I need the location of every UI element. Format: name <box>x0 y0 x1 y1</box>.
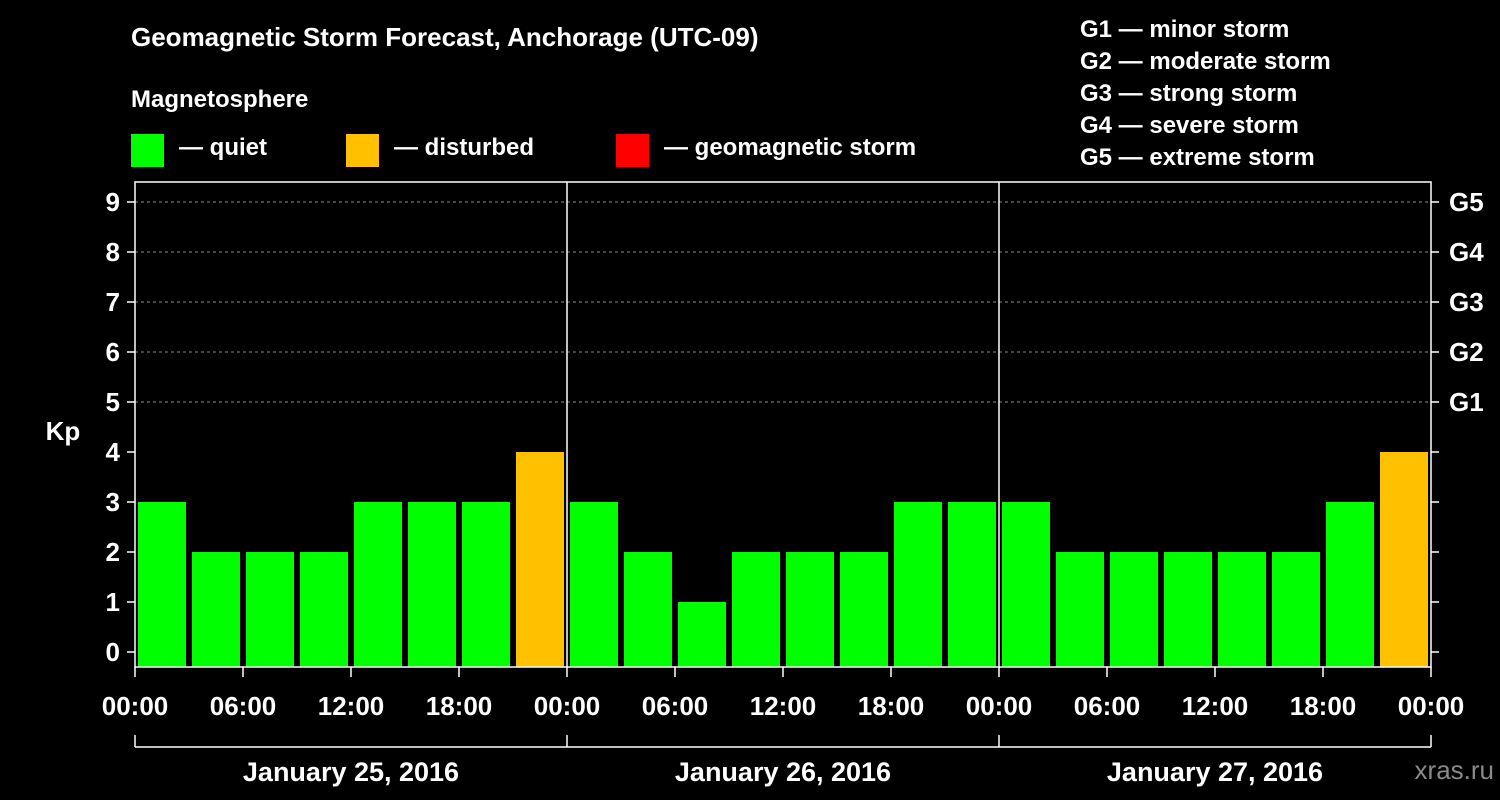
day-label: January 26, 2016 <box>675 757 891 787</box>
storm-scale-g1: G1 — minor storm <box>1080 16 1290 43</box>
kp-bar <box>1056 552 1104 667</box>
y-tick-label: 5 <box>106 387 120 417</box>
y-tick-label: 4 <box>106 437 121 467</box>
kp-bar <box>1380 452 1428 667</box>
kp-bar <box>1272 552 1320 667</box>
legend-quiet-swatch <box>131 134 164 167</box>
x-tick-label: 12:00 <box>1182 691 1249 721</box>
y-tick-label: 2 <box>106 537 120 567</box>
y-tick-label: 8 <box>106 237 120 267</box>
legend-disturbed-label: — disturbed <box>394 134 535 161</box>
kp-bar <box>462 502 510 667</box>
kp-bar <box>1164 552 1212 667</box>
storm-scale-g3: G3 — strong storm <box>1080 80 1298 107</box>
watermark: xras.ru <box>1414 755 1494 785</box>
y-tick-label: 0 <box>106 637 120 667</box>
chart-subtitle: Magnetosphere <box>131 86 309 113</box>
y-tick-label: 9 <box>106 187 120 217</box>
y-axis-label: Kp <box>46 416 81 446</box>
x-tick-label: 00:00 <box>102 691 169 721</box>
g-scale-label: G5 <box>1449 187 1484 217</box>
kp-bar <box>354 502 402 667</box>
kp-bar <box>786 552 834 667</box>
y-tick-label: 7 <box>106 287 120 317</box>
kp-bar <box>840 552 888 667</box>
kp-bar <box>732 552 780 667</box>
x-tick-label: 12:00 <box>750 691 817 721</box>
x-tick-label: 00:00 <box>1398 691 1465 721</box>
y-tick-label: 6 <box>106 337 120 367</box>
x-tick-label: 06:00 <box>642 691 709 721</box>
day-label: January 27, 2016 <box>1107 757 1323 787</box>
x-tick-label: 18:00 <box>426 691 493 721</box>
x-tick-label: 18:00 <box>1290 691 1357 721</box>
kp-bar <box>894 502 942 667</box>
kp-bar <box>678 602 726 667</box>
legend-disturbed-swatch <box>346 134 379 167</box>
kp-bar <box>516 452 564 667</box>
x-tick-label: 12:00 <box>318 691 385 721</box>
kp-bar <box>192 552 240 667</box>
kp-bar <box>246 552 294 667</box>
storm-scale-g5: G5 — extreme storm <box>1080 144 1315 171</box>
day-label: January 25, 2016 <box>243 757 459 787</box>
legend-storm-label: — geomagnetic storm <box>664 134 917 161</box>
g-scale-label: G2 <box>1449 337 1484 367</box>
x-tick-label: 06:00 <box>1074 691 1141 721</box>
g-scale-label: G3 <box>1449 287 1484 317</box>
kp-bar <box>624 552 672 667</box>
y-tick-label: 3 <box>106 487 120 517</box>
chart-title: Geomagnetic Storm Forecast, Anchorage (U… <box>131 22 759 52</box>
legend-quiet-label: — quiet <box>179 134 267 161</box>
kp-bar <box>1326 502 1374 667</box>
legend-storm-swatch <box>616 134 649 167</box>
kp-bar <box>408 502 456 667</box>
kp-bar <box>948 502 996 667</box>
x-tick-label: 00:00 <box>966 691 1033 721</box>
kp-bar <box>1218 552 1266 667</box>
kp-bar <box>570 502 618 667</box>
kp-bar <box>300 552 348 667</box>
x-tick-label: 06:00 <box>210 691 277 721</box>
kp-bar <box>138 502 186 667</box>
g-scale-label: G1 <box>1449 387 1484 417</box>
x-tick-label: 18:00 <box>858 691 925 721</box>
storm-scale-g2: G2 — moderate storm <box>1080 48 1331 75</box>
y-tick-label: 1 <box>106 587 120 617</box>
kp-bar <box>1110 552 1158 667</box>
x-tick-label: 00:00 <box>534 691 601 721</box>
g-scale-label: G4 <box>1449 237 1484 267</box>
storm-scale-g4: G4 — severe storm <box>1080 112 1299 139</box>
kp-bar <box>1002 502 1050 667</box>
